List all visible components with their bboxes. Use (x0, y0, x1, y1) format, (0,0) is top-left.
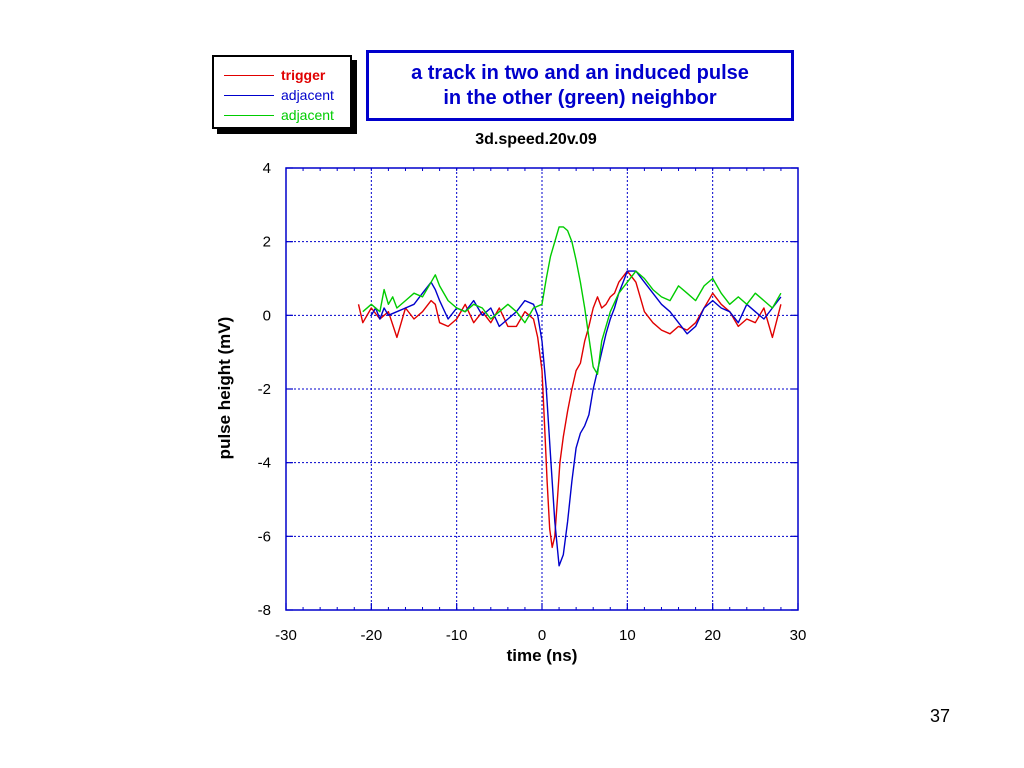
header-title-box: a track in two and an induced pulse in t… (366, 50, 794, 121)
x-tick-label: 0 (538, 627, 546, 644)
x-tick-label: 30 (790, 627, 807, 644)
x-axis-label: time (ns) (507, 646, 578, 665)
x-tick-label: -30 (275, 627, 297, 644)
y-tick-label: -4 (258, 455, 271, 472)
legend-swatch-trigger (224, 75, 274, 76)
legend-swatch-adjacent-blue (224, 95, 274, 96)
legend-swatch-adjacent-green (224, 115, 274, 116)
y-tick-label: -8 (258, 602, 271, 619)
legend-label-adjacent-blue: adjacent (281, 87, 334, 103)
y-tick-label: -2 (258, 381, 271, 398)
y-tick-label: 2 (263, 234, 271, 251)
y-tick-label: 4 (263, 160, 271, 177)
x-tick-label: -10 (446, 627, 468, 644)
legend-label-trigger: trigger (281, 67, 326, 83)
y-tick-label: 0 (263, 307, 271, 324)
legend-item-adjacent-blue: adjacent (224, 86, 354, 104)
header-title-line1: a track in two and an induced pulse (411, 61, 749, 84)
plot-frame (285, 167, 799, 611)
chart-title: 3d.speed.20v.09 (475, 131, 597, 148)
legend: trigger adjacent adjacent (212, 55, 352, 129)
legend-item-trigger: trigger (224, 66, 354, 84)
legend-label-adjacent-green: adjacent (281, 107, 334, 123)
x-tick-label: -20 (360, 627, 382, 644)
series-line-adjacent-blue (370, 270, 782, 567)
page-number: 37 (930, 706, 951, 726)
y-axis-label: pulse height (mV) (215, 317, 234, 460)
header-title-line2: in the other (green) neighbor (443, 86, 717, 109)
series-line-trigger (357, 270, 782, 549)
x-tick-label: 10 (619, 627, 636, 644)
legend-item-adjacent-green: adjacent (224, 106, 354, 124)
y-tick-label: -6 (258, 528, 271, 545)
x-tick-label: 20 (704, 627, 721, 644)
series-line-adjacent-green (362, 226, 782, 375)
